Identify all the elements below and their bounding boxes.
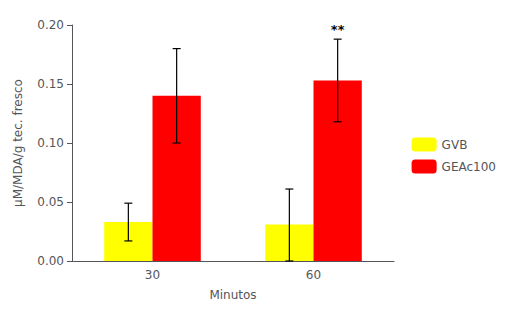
svg-text:Minutos: Minutos (209, 288, 256, 302)
svg-text:0.15: 0.15 (37, 77, 64, 91)
svg-text:0.20: 0.20 (37, 18, 64, 32)
svg-text:30: 30 (145, 268, 160, 282)
svg-text:60: 60 (306, 268, 321, 282)
svg-text:0.10: 0.10 (37, 136, 64, 150)
svg-text:0.05: 0.05 (37, 195, 64, 209)
svg-text:GVB: GVB (442, 138, 468, 152)
svg-text:µM/MDA/g tec. fresco: µM/MDA/g tec. fresco (11, 79, 25, 207)
svg-text:0.00: 0.00 (37, 254, 64, 268)
svg-text:**: ** (331, 22, 345, 37)
svg-text:GEAc100: GEAc100 (442, 160, 496, 174)
